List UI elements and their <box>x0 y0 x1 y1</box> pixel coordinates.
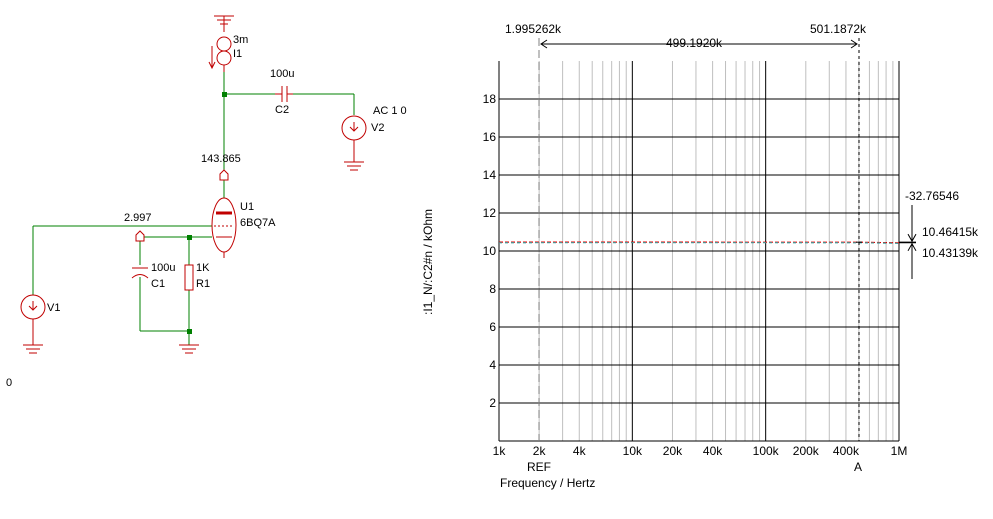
y-tick-label: 14 <box>483 168 497 182</box>
V1-ref: V1 <box>47 302 60 314</box>
y-delta-arrow-up <box>907 242 917 252</box>
voltage-source-V2[interactable] <box>341 115 367 171</box>
ground-net-label: 0 <box>6 377 12 389</box>
x-tick-label: 100k <box>753 444 780 458</box>
capacitor-C1[interactable] <box>131 267 149 279</box>
y-tick-label: 16 <box>483 130 497 144</box>
x-tick-label: 1M <box>891 444 908 458</box>
y-tick-label: 18 <box>483 92 497 106</box>
schematic[interactable]: 0 3m I1 100u C2 AC 1 0 V2 143.865 U1 6BQ… <box>6 15 407 389</box>
C1-value: 100u <box>151 262 175 274</box>
cursor-delta-readout: 499.1920k <box>666 36 723 50</box>
y-tick-label: 2 <box>489 396 496 410</box>
components[interactable] <box>20 15 367 354</box>
cursor-layer[interactable] <box>538 38 917 441</box>
x-tick-label: 200k <box>793 444 820 458</box>
C1-ref: C1 <box>151 278 165 290</box>
current-source-I1[interactable] <box>208 36 232 72</box>
y-tick-label: 12 <box>483 206 497 220</box>
triode-U1[interactable] <box>211 197 237 258</box>
x-tick-label: 400k <box>833 444 860 458</box>
probe-markers[interactable] <box>135 169 229 242</box>
cathode-probe[interactable] <box>135 230 145 242</box>
anode-probe[interactable] <box>219 169 229 181</box>
cathode-voltage: 2.997 <box>124 212 152 224</box>
wires <box>32 72 355 345</box>
y-delta-arrow-down <box>907 233 917 243</box>
C2-value: 100u <box>270 68 294 80</box>
y-upper-readout: 10.46415k <box>922 225 979 239</box>
C2-ref: C2 <box>275 104 289 116</box>
ground-r1 <box>179 344 199 354</box>
U1-ref: U1 <box>240 201 254 213</box>
cursor-ref-label: REF <box>527 460 551 474</box>
voltage-source-V1[interactable] <box>20 294 46 354</box>
V2-value: AC 1 0 <box>373 105 407 117</box>
y-lower-readout: 10.43139k <box>922 246 979 260</box>
x-axis-label: Frequency / Hertz <box>500 476 595 490</box>
V2-ref: V2 <box>371 122 384 134</box>
capacitor-C2[interactable] <box>275 86 293 102</box>
y-tick-labels: 2 4 6 8 10 12 14 16 18 <box>483 92 497 410</box>
ground-top <box>214 15 234 32</box>
series-layer <box>498 241 900 244</box>
x-tick-label: 10k <box>623 444 643 458</box>
plot-frame <box>498 61 899 442</box>
x-tick-label: 2k <box>533 444 547 458</box>
x-tick-label: 1k <box>493 444 507 458</box>
y-tick-label: 10 <box>483 244 497 258</box>
x-tick-label: 4k <box>573 444 587 458</box>
y-delta-readout: -32.76546 <box>905 189 959 203</box>
resistor-R1[interactable] <box>184 264 194 291</box>
delta-arrow-left <box>540 39 548 49</box>
y-tick-label: 4 <box>489 358 496 372</box>
R1-ref: R1 <box>196 278 210 290</box>
anode-voltage: 143.865 <box>201 153 241 165</box>
x-tick-label: 20k <box>663 444 683 458</box>
x-tick-label: 40k <box>703 444 723 458</box>
series-line-2 <box>498 242 900 244</box>
R1-value: 1K <box>196 262 210 274</box>
delta-arrow-right <box>850 39 858 49</box>
impedance-chart[interactable]: 1k 2k 4k 10k 20k 40k 100k 200k 400k 1M 2 4 6 8 10 12 14… <box>421 22 979 490</box>
cursor-a-label: A <box>854 460 862 474</box>
junction-nodes <box>187 92 227 334</box>
grid-major <box>498 61 900 441</box>
x-tick-labels: 1k 2k 4k 10k 20k 40k 100k 200k 400k 1M <box>493 444 908 458</box>
y-axis-label: :I1_N/:C2#n / kOhm <box>421 209 435 315</box>
U1-model: 6BQ7A <box>240 217 276 229</box>
I1-ref: I1 <box>233 48 242 60</box>
cursor-ref-readout: 1.995262k <box>505 22 562 36</box>
cursor-a-readout: 501.1872k <box>810 22 867 36</box>
I1-value: 3m <box>233 34 248 46</box>
y-tick-label: 6 <box>489 320 496 334</box>
y-tick-label: 8 <box>489 282 496 296</box>
